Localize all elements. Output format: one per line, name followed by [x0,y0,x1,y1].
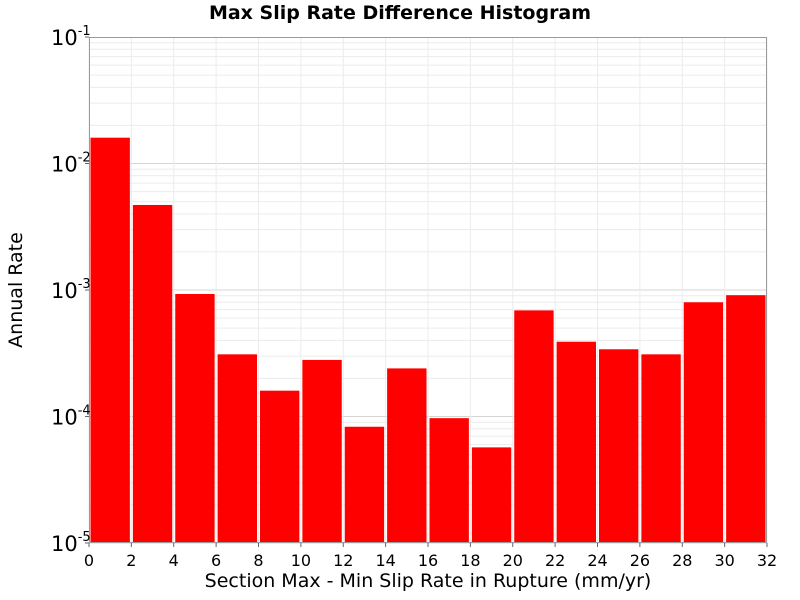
y-tick-label: 10-2 [51,151,91,177]
histogram-bar-7 [387,368,427,543]
histogram-bar-5 [302,359,342,543]
x-tick-label: 22 [545,551,565,570]
x-axis-ticks: 0 2 4 6 8 10 12 14 16 18 20 22 24 26 28 30 32 [84,543,777,570]
histogram-bar-13 [641,354,681,543]
x-tick-label: 16 [418,551,438,570]
x-tick-label: 6 [211,551,221,570]
chart-title: Max Slip Rate Difference Histogram [208,2,592,24]
x-tick-label: 32 [757,551,777,570]
x-axis-label: Section Max - Min Slip Rate in Rupture (… [204,570,652,592]
x-tick-label: 8 [253,551,263,570]
histogram-bar-14 [683,302,724,543]
histogram-bar-8 [429,418,469,543]
histogram-bar-4 [260,390,300,543]
histogram-bar-6 [344,426,385,543]
x-tick-label: 10 [291,551,311,570]
histogram-bar-3 [217,354,257,543]
x-tick-label: 26 [630,551,650,570]
histogram-bar-2 [175,293,215,543]
y-tick-label: 10-3 [51,277,91,303]
y-tick-label: 10-4 [51,404,91,430]
histogram-bar-12 [599,349,639,543]
y-tick-label: 10-5 [51,530,91,556]
x-tick-label: 20 [503,551,523,570]
histogram-bar-15 [726,295,766,543]
histogram-bar-0 [90,137,130,543]
histogram-bar-11 [556,341,596,543]
x-tick-label: 30 [714,551,734,570]
x-tick-label: 24 [587,551,607,570]
plot-frame [89,37,767,543]
histogram-bar-9 [471,447,512,543]
x-tick-label: 12 [333,551,353,570]
histogram-bar-10 [514,310,554,543]
x-tick-label: 18 [460,551,480,570]
x-tick-label: 14 [375,551,395,570]
histogram-bar-1 [132,204,173,543]
x-tick-label: 2 [126,551,136,570]
x-tick-label: 28 [672,551,692,570]
y-axis-ticks: 10-1 10-2 10-3 10-4 10-5 [51,24,91,556]
bars [90,137,766,543]
y-tick-label: 10-1 [51,24,91,50]
x-tick-label: 0 [84,551,94,570]
x-tick-label: 4 [169,551,179,570]
